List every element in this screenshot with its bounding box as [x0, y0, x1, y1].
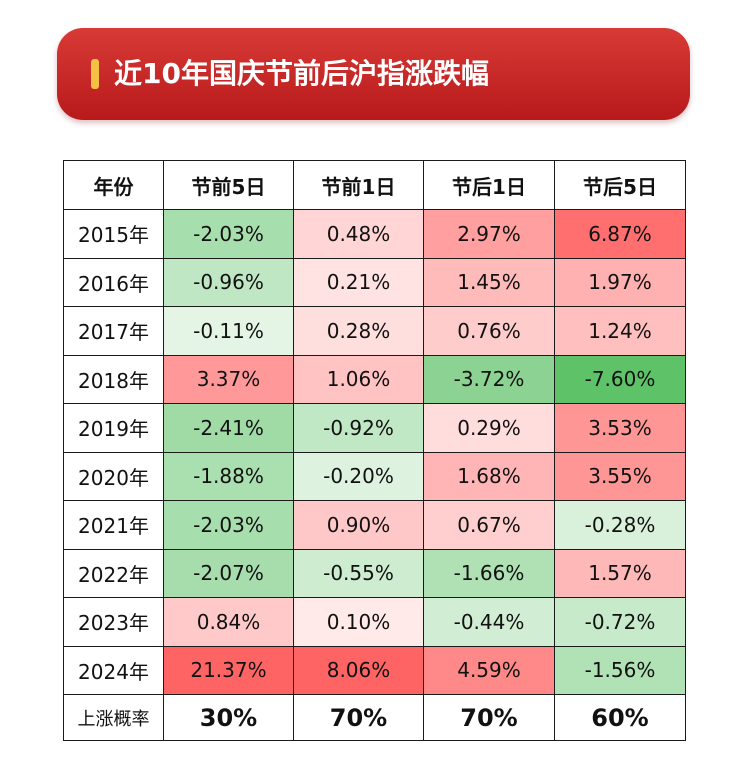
value-cell: 0.76% [423, 306, 555, 356]
table-row: 2018年 3.37% 1.06% -3.72% -7.60% [63, 354, 686, 404]
year-cell: 2018年 [63, 354, 164, 404]
value-cell: 3.53% [554, 403, 686, 453]
value-cell: -1.66% [423, 548, 555, 598]
value-cell: -0.20% [293, 451, 424, 501]
page-title: 近10年国庆节前后沪指涨跌幅 [114, 57, 489, 90]
footer-value: 70% [293, 694, 424, 741]
value-cell: 21.37% [163, 645, 294, 695]
table-row: 2019年 -2.41% -0.92% 0.29% 3.53% [63, 403, 686, 453]
year-cell: 2020年 [63, 451, 164, 501]
table-row: 2023年 0.84% 0.10% -0.44% -0.72% [63, 597, 686, 647]
value-cell: 1.57% [554, 548, 686, 598]
value-cell: 1.45% [423, 257, 555, 307]
value-cell: -2.03% [163, 209, 294, 259]
value-cell: 0.10% [293, 597, 424, 647]
column-header-post5: 节后5日 [554, 160, 686, 210]
value-cell: -0.92% [293, 403, 424, 453]
column-header-pre5: 节前5日 [163, 160, 294, 210]
value-cell: -0.72% [554, 597, 686, 647]
value-cell: 1.97% [554, 257, 686, 307]
table-row: 2017年 -0.11% 0.28% 0.76% 1.24% [63, 306, 686, 356]
value-cell: 0.67% [423, 500, 555, 550]
footer-value: 60% [554, 694, 686, 741]
value-cell: 3.55% [554, 451, 686, 501]
value-cell: 3.37% [163, 354, 294, 404]
title-banner [57, 28, 690, 120]
value-cell: 1.06% [293, 354, 424, 404]
value-cell: -1.56% [554, 645, 686, 695]
value-cell: 4.59% [423, 645, 555, 695]
year-cell: 2024年 [63, 645, 164, 695]
table-row: 2020年 -1.88% -0.20% 1.68% 3.55% [63, 451, 686, 501]
value-cell: -2.03% [163, 500, 294, 550]
value-cell: 6.87% [554, 209, 686, 259]
column-header-post1: 节后1日 [423, 160, 555, 210]
table-row: 2016年 -0.96% 0.21% 1.45% 1.97% [63, 257, 686, 307]
column-header-year: 年份 [63, 160, 164, 210]
returns-table: 年份 节前5日 节前1日 节后1日 节后5日 2015年 -2.03% 0.48% 2… [63, 160, 686, 741]
year-cell: 2019年 [63, 403, 164, 453]
year-cell: 2023年 [63, 597, 164, 647]
table-footer-row: 上涨概率 30% 70% 70% 60% [63, 694, 686, 741]
value-cell: 0.90% [293, 500, 424, 550]
title-accent-bar [91, 59, 99, 89]
value-cell: 1.24% [554, 306, 686, 356]
table-row: 2021年 -2.03% 0.90% 0.67% -0.28% [63, 500, 686, 550]
value-cell: 0.21% [293, 257, 424, 307]
value-cell: -0.28% [554, 500, 686, 550]
year-cell: 2015年 [63, 209, 164, 259]
value-cell: 0.48% [293, 209, 424, 259]
table-header-row: 年份 节前5日 节前1日 节后1日 节后5日 [63, 160, 686, 210]
footer-value: 70% [423, 694, 555, 741]
value-cell: -2.07% [163, 548, 294, 598]
year-cell: 2016年 [63, 257, 164, 307]
value-cell: -7.60% [554, 354, 686, 404]
value-cell: -2.41% [163, 403, 294, 453]
value-cell: -1.88% [163, 451, 294, 501]
value-cell: -3.72% [423, 354, 555, 404]
table-row: 2022年 -2.07% -0.55% -1.66% 1.57% [63, 548, 686, 598]
column-header-pre1: 节前1日 [293, 160, 424, 210]
value-cell: 2.97% [423, 209, 555, 259]
table-row: 2024年 21.37% 8.06% 4.59% -1.56% [63, 645, 686, 695]
value-cell: -0.44% [423, 597, 555, 647]
value-cell: 8.06% [293, 645, 424, 695]
footer-label: 上涨概率 [63, 694, 164, 741]
value-cell: -0.55% [293, 548, 424, 598]
value-cell: 0.28% [293, 306, 424, 356]
value-cell: 0.29% [423, 403, 555, 453]
year-cell: 2022年 [63, 548, 164, 598]
footer-value: 30% [163, 694, 294, 741]
year-cell: 2017年 [63, 306, 164, 356]
year-cell: 2021年 [63, 500, 164, 550]
value-cell: 1.68% [423, 451, 555, 501]
table-row: 2015年 -2.03% 0.48% 2.97% 6.87% [63, 209, 686, 259]
value-cell: -0.96% [163, 257, 294, 307]
value-cell: 0.84% [163, 597, 294, 647]
value-cell: -0.11% [163, 306, 294, 356]
